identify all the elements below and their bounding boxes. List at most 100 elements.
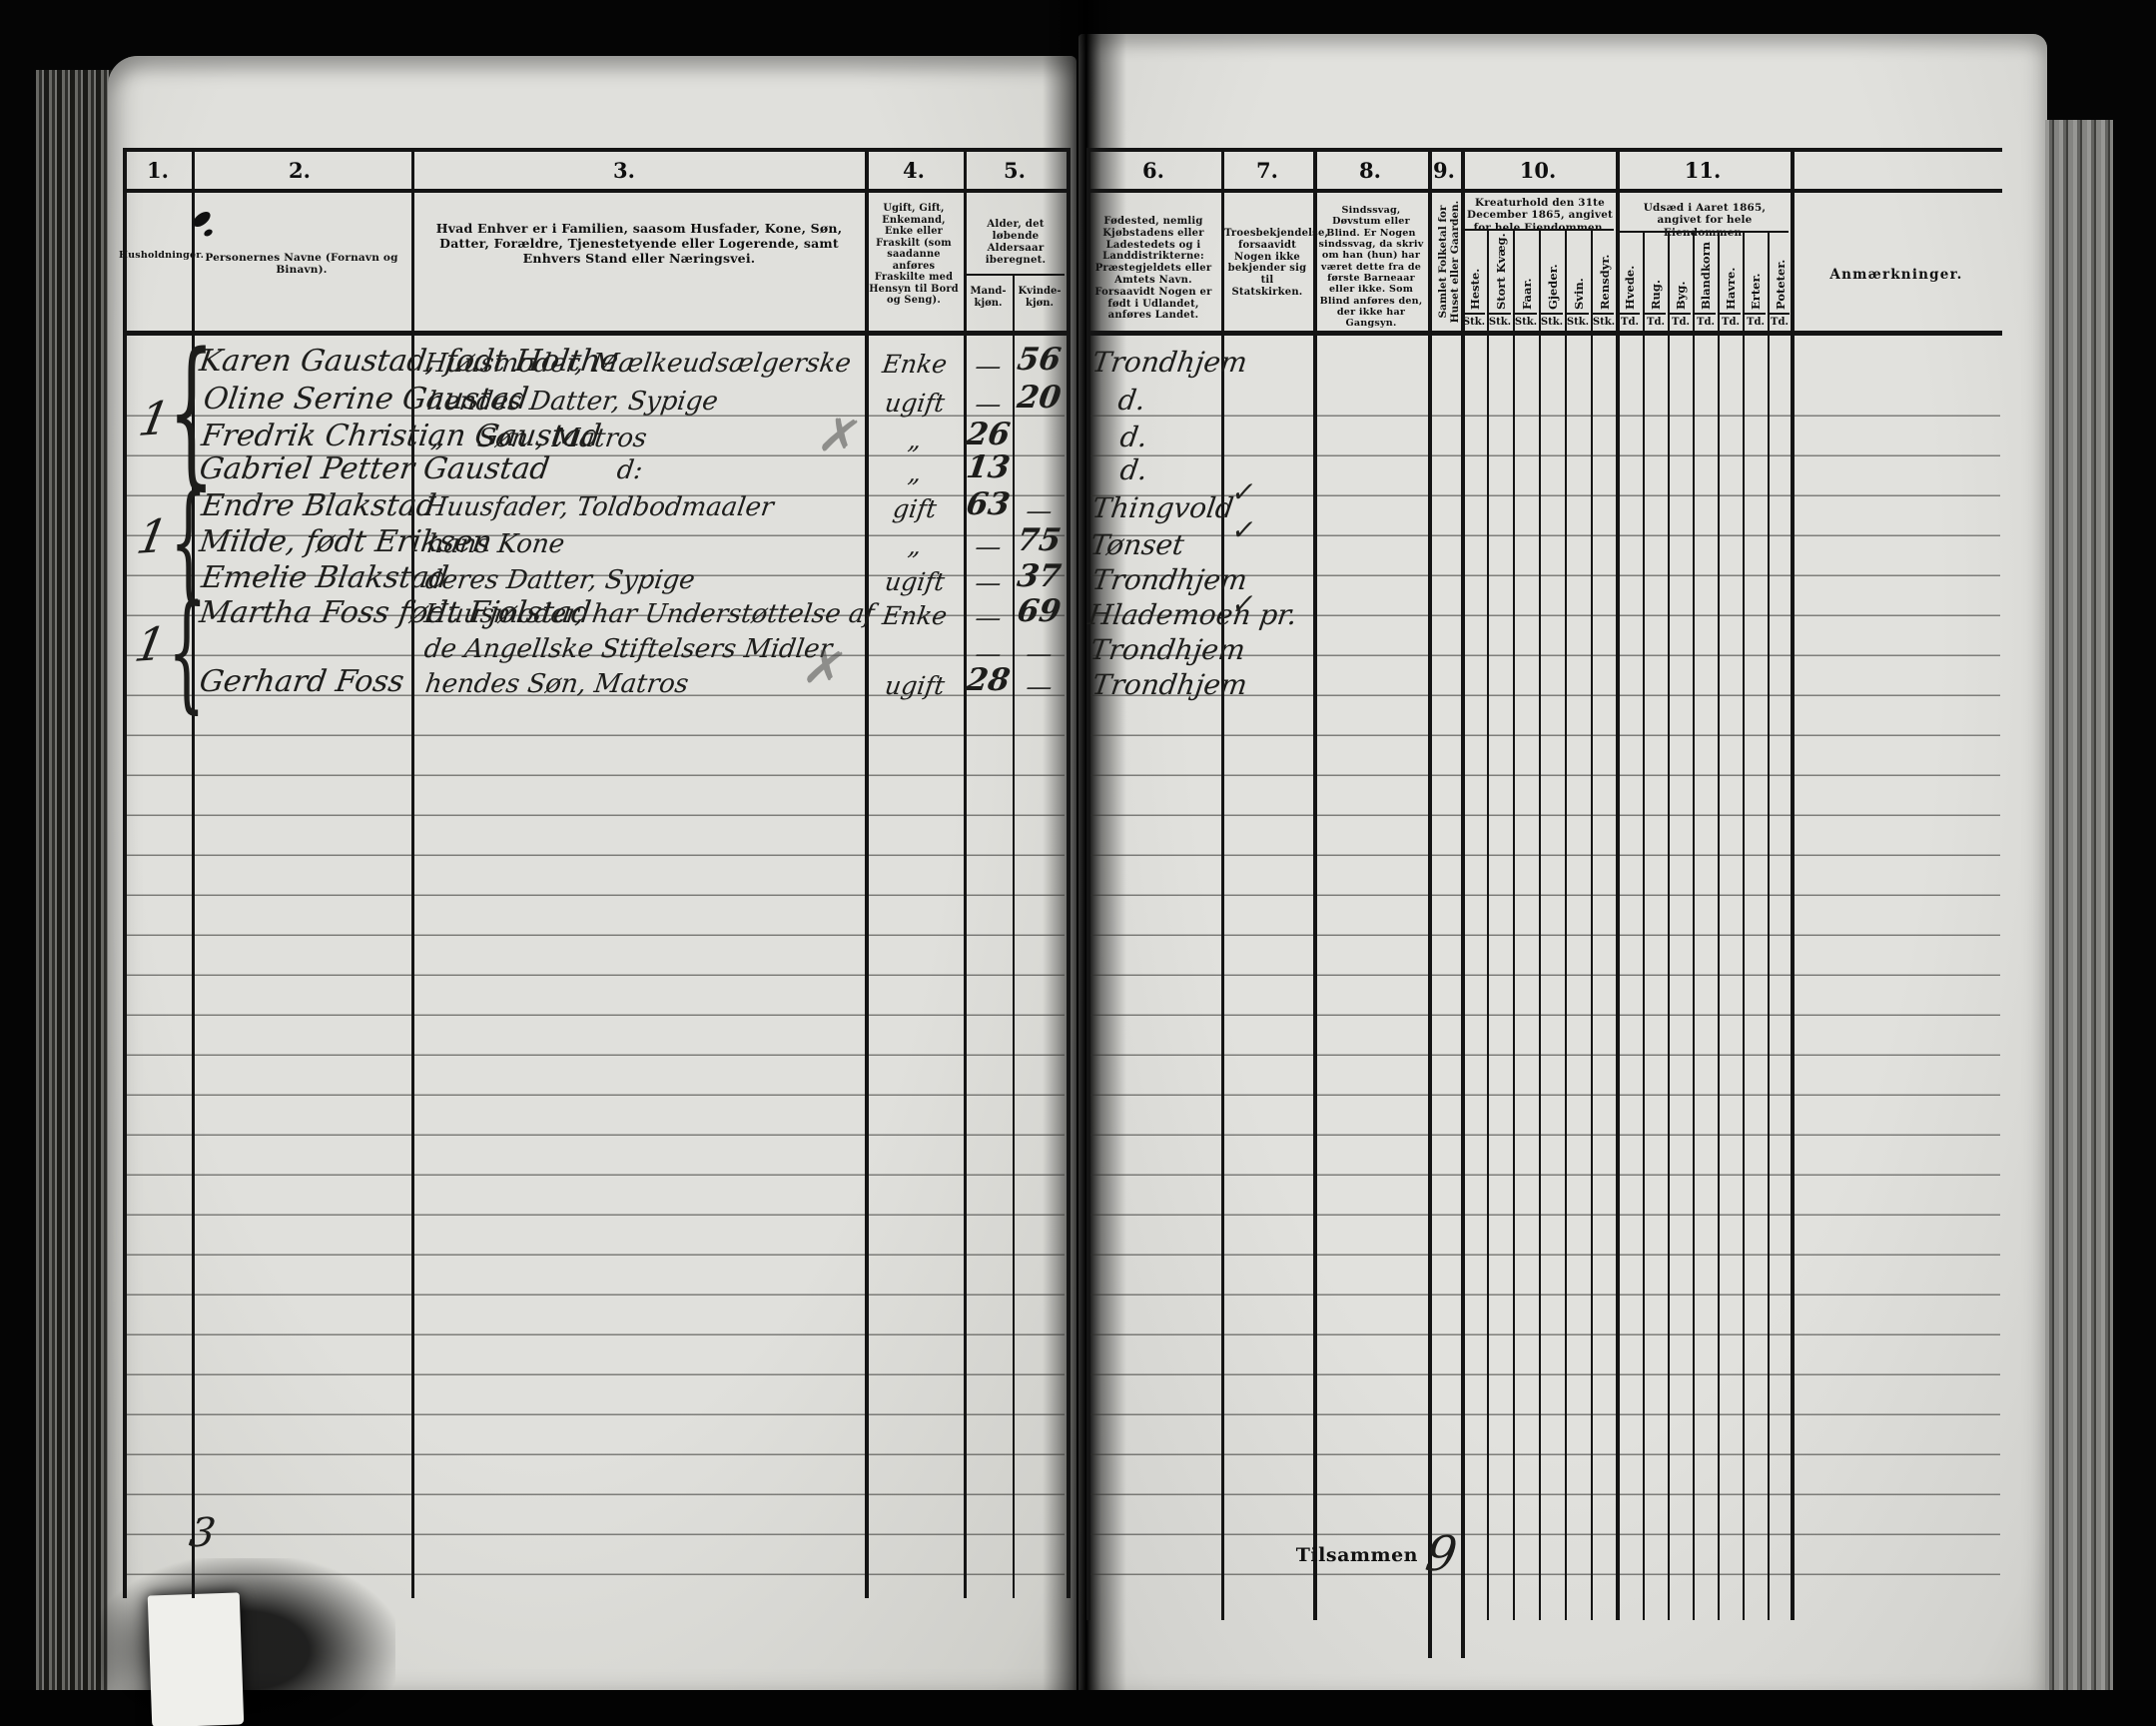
subcol-mandkjon: Mand- kjøn. <box>970 286 1007 309</box>
unit-stk: Stk. <box>1514 317 1538 328</box>
col-title-sindssvag: Sindssvag, Døvstum eller Blind. Er Nogen… <box>1318 205 1424 330</box>
subcol-havre: Havre. <box>1724 267 1738 310</box>
household-brace: { <box>170 466 208 616</box>
unit-td: Td. <box>1722 317 1740 328</box>
col-num-11: 11. <box>1684 158 1722 183</box>
civil-status: Enke <box>880 601 950 630</box>
birthplace: Trondhjem <box>1089 346 1250 379</box>
birthplace: d. <box>1117 421 1150 453</box>
col-title-navne: Personernes Navne (Fornavn og Binavn). <box>205 252 398 277</box>
col-title-anmaerkninger: Anmærkninger. <box>1829 267 1963 283</box>
civil-status: Enke <box>880 350 950 379</box>
grid-line <box>1619 231 1789 233</box>
grid-line <box>1744 313 1766 315</box>
tab-shadow <box>96 1558 395 1726</box>
birthplace: Hlademoen pr. <box>1085 598 1299 631</box>
unit-stk: Stk. <box>1592 317 1616 328</box>
civil-status: ugift <box>883 567 947 596</box>
grid-line <box>1591 230 1593 1620</box>
col-num-6: 6. <box>1142 158 1164 183</box>
col-num-2: 2. <box>289 158 311 183</box>
subcol-gjeder: Gjeder. <box>1546 264 1560 310</box>
civil-status: ugift <box>883 389 947 418</box>
age-male: 28 <box>964 662 1013 698</box>
grid-line <box>1719 313 1741 315</box>
grid-line <box>1067 148 1071 1598</box>
subcol-heste: Heste. <box>1468 268 1482 310</box>
bookmark-tab <box>147 1592 245 1726</box>
unit-stk: Stk. <box>1488 317 1512 328</box>
unit-td: Td. <box>1672 317 1690 328</box>
col-title-husholdninger: Husholdninger. <box>119 250 205 261</box>
unit-td: Td. <box>1647 317 1665 328</box>
age-female: — <box>1024 672 1055 702</box>
col-num-1: 1. <box>147 158 169 183</box>
unit-td: Td. <box>1697 317 1715 328</box>
grid-line <box>192 148 195 1598</box>
subcol-hvede: Hvede. <box>1623 265 1637 310</box>
person-name: Gerhard Foss <box>197 664 406 699</box>
grid-line <box>1643 232 1645 1620</box>
subcol-kvindekjon: Kvinde- kjøn. <box>1018 286 1062 309</box>
family-status: d: <box>614 455 645 485</box>
grid-line <box>1086 148 2002 152</box>
grid-line <box>1489 313 1511 315</box>
age-female: 56 <box>1015 342 1064 378</box>
ruled-lines-left <box>126 377 1065 1579</box>
age-male: 13 <box>964 449 1013 485</box>
age-male: 63 <box>964 486 1013 522</box>
grid-line <box>1693 232 1695 1620</box>
birthplace: Trondhjem <box>1089 563 1250 596</box>
col-num-8: 8. <box>1359 158 1381 183</box>
grid-line <box>1743 232 1745 1620</box>
age-female: 69 <box>1015 593 1064 629</box>
col-title-folketal: Samlet Folketal for Huset eller Gaarden. <box>1437 200 1462 324</box>
tilsammen-label: Tilsammen <box>1295 1544 1418 1566</box>
ruled-lines-right <box>1088 377 2000 1579</box>
grid-line <box>411 148 414 1598</box>
col-title-troesbekjendelse: Troesbekjendelse, forsaavidt Nogen ikke … <box>1224 228 1329 298</box>
grid-line <box>1086 148 1090 1620</box>
unit-stk: Stk. <box>1566 317 1590 328</box>
grid-line <box>1221 148 1224 1620</box>
grid-line <box>1513 230 1515 1620</box>
grid-line <box>1768 232 1770 1620</box>
unit-stk: Stk. <box>1540 317 1564 328</box>
col-title-fodested: Fødested, nemlig Kjøbstadens eller Lades… <box>1094 216 1212 322</box>
birthplace: Tønset <box>1087 528 1186 561</box>
birthplace: Thingvold <box>1089 491 1236 524</box>
civil-status: „ <box>906 426 924 454</box>
household-brace: { <box>168 319 216 504</box>
family-status: Huusmoder, Mælkeudsælgerske <box>421 349 854 379</box>
grid-line <box>1487 230 1489 1620</box>
family-status: „ Søn , Matros <box>428 424 649 453</box>
person-name: Gabriel Petter Gaustad <box>197 451 552 486</box>
grid-line <box>1644 313 1666 315</box>
col-num-10: 10. <box>1519 158 1557 183</box>
grid-line <box>1515 313 1537 315</box>
birthplace: Trondhjem <box>1087 633 1248 666</box>
col-num-4: 4. <box>903 158 925 183</box>
col-title-civilstand: Ugift, Gift, Enkemand, Enke eller Fraski… <box>869 203 959 307</box>
grid-line <box>967 274 1065 276</box>
col-title-familie-stand: Hvad Enhver er i Familien, saasom Husfad… <box>435 221 843 266</box>
family-status: hendes Søn, Matros <box>422 669 691 699</box>
civil-status: ugift <box>883 671 947 700</box>
grid-line <box>1428 148 1432 1658</box>
col-title-alder: Alder, det løbende Aldersaar iberegnet. <box>985 218 1047 267</box>
age-male: — <box>973 532 1004 562</box>
grid-line <box>1086 331 2002 336</box>
grid-line <box>1669 313 1691 315</box>
col-num-7: 7. <box>1256 158 1278 183</box>
family-status: Huusfader, Toldbodmaaler <box>421 492 776 522</box>
subcol-poteter: Poteter. <box>1774 259 1788 310</box>
grid-line <box>1768 313 1790 315</box>
family-status: hendes Datter, Sypige <box>424 387 720 417</box>
grid-line <box>1464 229 1614 231</box>
subcol-stort-kvaeg: Stort Kvæg. <box>1494 233 1508 310</box>
person-name: Endre Blakstad <box>199 488 438 523</box>
grid-line <box>123 189 1067 193</box>
grid-line <box>1565 230 1567 1620</box>
grid-line <box>1461 148 1465 1658</box>
col-num-9: 9. <box>1433 158 1455 183</box>
